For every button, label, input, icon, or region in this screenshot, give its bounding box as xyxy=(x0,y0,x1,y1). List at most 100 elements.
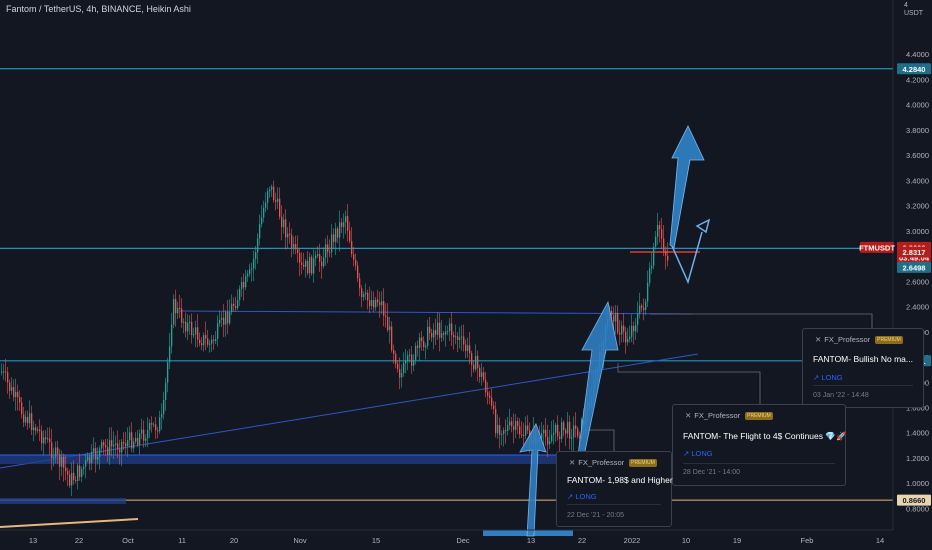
candle-body xyxy=(369,300,371,307)
candle-body xyxy=(523,434,525,436)
price-tick-label: 3.6000 xyxy=(906,151,929,160)
candle-body xyxy=(259,224,261,239)
idea-author: FX_Professor xyxy=(694,411,741,420)
candle-body xyxy=(431,332,433,338)
idea-title: FANTOM- 1,98$ and Higher xyxy=(567,475,673,485)
candle-body xyxy=(245,275,247,288)
candle-body xyxy=(321,261,323,267)
candle-body xyxy=(251,268,253,270)
candle-body xyxy=(185,321,187,332)
candle-body xyxy=(203,335,205,346)
idea-date: 22 Dec '21 - 20:05 xyxy=(567,512,624,519)
candle-body xyxy=(207,338,209,345)
candle-body xyxy=(449,323,451,332)
candle-body xyxy=(63,456,65,468)
candle-body xyxy=(381,301,383,306)
red-level-label: 2.8317 xyxy=(903,248,926,257)
candle-body xyxy=(317,254,319,256)
up-arrow-small xyxy=(519,423,547,537)
candle-body xyxy=(145,438,147,441)
idea-title: FANTOM- The Flight to 4$ Continues 💎🚀 xyxy=(683,431,847,441)
candle-body xyxy=(237,299,239,309)
idea-card[interactable]: ✕ FX_Professor PREMIUM FANTOM- The Flight … xyxy=(672,404,847,486)
candle-body xyxy=(555,424,557,433)
candle-body xyxy=(365,292,367,295)
candle-body xyxy=(501,433,503,435)
candle-body xyxy=(263,207,265,218)
candle-body xyxy=(353,254,355,260)
candle-body xyxy=(527,425,529,431)
candle-body xyxy=(253,258,255,269)
candle-body xyxy=(131,432,133,449)
candle-body xyxy=(461,336,463,338)
support-zone-band xyxy=(0,455,590,464)
candle-body xyxy=(191,321,193,336)
candle-body xyxy=(205,335,207,339)
idea-header: ✕ FX_Professor PREMIUM xyxy=(569,458,657,468)
price-tick-label: 1.0000 xyxy=(906,479,929,488)
candle-body xyxy=(57,447,59,455)
candle-body xyxy=(81,468,83,477)
candle-body xyxy=(465,344,467,351)
candle-body xyxy=(291,234,293,248)
candle-body xyxy=(517,421,519,427)
candle-body xyxy=(283,219,285,228)
countdown-label: 03:49:04 xyxy=(899,253,930,262)
candle-body xyxy=(117,443,119,450)
candle-body xyxy=(567,421,569,434)
candle-body xyxy=(329,252,331,254)
idea-header: ✕ FX_Professor PREMIUM xyxy=(685,411,773,421)
time-tick-label: 10 xyxy=(682,536,690,545)
candle-body xyxy=(327,244,329,253)
candle-body xyxy=(471,353,473,365)
candle-body xyxy=(637,313,639,325)
symbol-label: FTMUSDT xyxy=(859,243,895,252)
time-tick-label: 11 xyxy=(178,536,186,545)
idea-separator xyxy=(813,385,913,386)
candle-body xyxy=(309,256,311,274)
candle-body xyxy=(275,200,277,202)
up-arrow-medium xyxy=(577,300,619,457)
candle-body xyxy=(565,430,567,434)
level-low-label: 0.8660 xyxy=(903,496,926,505)
candle-body xyxy=(489,395,491,398)
candle-body xyxy=(617,312,619,333)
time-tick-label: 14 xyxy=(876,536,884,545)
candle-body xyxy=(7,372,9,383)
price-tick-label: 3.0000 xyxy=(906,227,929,236)
candle-body xyxy=(53,457,55,459)
candle-body xyxy=(347,216,349,231)
candle-body xyxy=(99,448,101,457)
idea-card[interactable]: ✕ FX_Professor PREMIUM FANTOM- Bullish No … xyxy=(802,328,924,408)
idea-separator xyxy=(683,463,835,464)
candle-body xyxy=(5,371,7,373)
time-axis[interactable]: 13 22 Oct 11 20 Nov 15 Dec 13 22 2022 10 19 Feb 14 xyxy=(29,536,884,545)
candle-body xyxy=(241,282,243,289)
candle-body xyxy=(467,345,469,351)
candle-body xyxy=(305,260,307,267)
candle-body xyxy=(415,345,417,361)
idea-title: FANTOM- Bullish No ma... xyxy=(813,354,913,364)
candle-body xyxy=(279,198,281,217)
idea-card[interactable]: ✕ FX_Professor PREMIUM FANTOM- 1,98$ and H… xyxy=(556,451,673,527)
idea-separator xyxy=(567,504,661,505)
price-tick-label: 4.4000 xyxy=(906,50,929,59)
candle-body xyxy=(571,437,573,439)
candle-body xyxy=(199,339,201,344)
candle-body xyxy=(189,321,191,323)
candle-body xyxy=(625,331,627,343)
candle-body xyxy=(143,429,145,441)
candle-body xyxy=(111,440,113,447)
candle-body xyxy=(1,371,3,373)
candle-body xyxy=(299,253,301,263)
candle-body xyxy=(231,303,233,313)
candle-body xyxy=(455,336,457,338)
candle-body xyxy=(413,360,415,366)
candle-body xyxy=(337,228,339,238)
candle-body xyxy=(391,326,393,350)
candle-body xyxy=(265,202,267,208)
candle-body xyxy=(293,243,295,248)
candle-body xyxy=(161,414,163,418)
